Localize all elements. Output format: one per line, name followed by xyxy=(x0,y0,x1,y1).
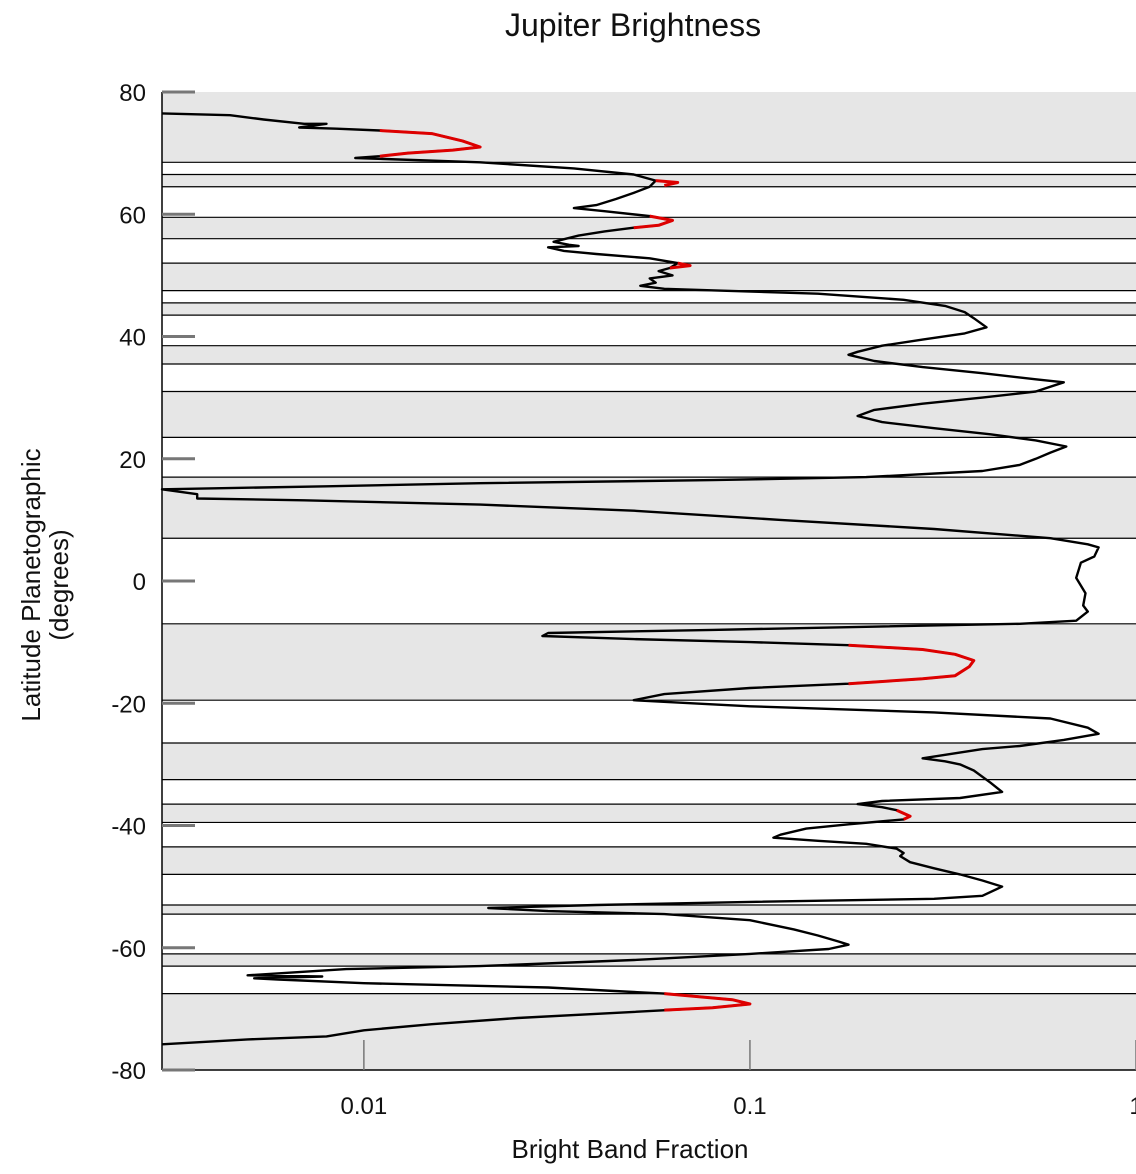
x-tick-label-1: 0.1 xyxy=(733,1093,766,1120)
shaded-band-14 xyxy=(162,993,1136,1070)
y-axis-label: Latitude Planetographic xyxy=(16,448,46,721)
highlight-segment-3 xyxy=(633,214,674,230)
shaded-band-10 xyxy=(162,804,1136,823)
y-tick-label-2: 40 xyxy=(119,325,146,352)
shaded-band-2 xyxy=(162,217,1136,239)
shaded-band-12 xyxy=(162,904,1136,915)
y-tick-label-0: 80 xyxy=(119,80,146,107)
highlight-segment-1 xyxy=(379,129,482,158)
y-tick-label-3: 20 xyxy=(119,447,146,474)
brightness-line xyxy=(160,112,1100,1046)
band-boundaries xyxy=(162,161,1136,995)
x-tick-label-0: 0.01 xyxy=(341,1093,388,1120)
x-axis-label: Bright Band Fraction xyxy=(511,1134,748,1164)
y-tick-label-5: -20 xyxy=(111,691,146,718)
chart-title: Jupiter Brightness xyxy=(505,7,761,43)
y-ticks: 80 60 40 20 0 -20 -40 -60 -80 xyxy=(111,80,195,1085)
highlight-segment-4 xyxy=(669,261,692,270)
y-tick-label-1: 60 xyxy=(119,202,146,229)
shaded-band-9 xyxy=(162,742,1136,780)
shaded-band-4 xyxy=(162,302,1136,316)
x-tick-label-2: 1 xyxy=(1129,1093,1136,1120)
series-layer xyxy=(160,112,1100,1046)
y-tick-label-8: -80 xyxy=(111,1058,146,1085)
shaded-band-11 xyxy=(162,846,1136,875)
highlight-segment-2 xyxy=(655,179,680,187)
highlight-segment-6 xyxy=(896,808,912,821)
y-axis-sublabel: (degrees) xyxy=(44,529,74,640)
highlight-segment-7 xyxy=(664,992,752,1012)
shaded-band-1 xyxy=(162,174,1136,187)
highlight-segment-5 xyxy=(848,643,976,686)
shaded-band-5 xyxy=(162,345,1136,365)
y-tick-label-7: -60 xyxy=(111,936,146,963)
y-tick-label-4: 0 xyxy=(133,569,146,596)
shaded-band-8 xyxy=(162,623,1136,701)
band-layer xyxy=(162,92,1136,1070)
y-tick-label-6: -40 xyxy=(111,814,146,841)
x-ticks: 0.01 0.1 1 xyxy=(341,1040,1136,1120)
shaded-band-6 xyxy=(162,391,1136,438)
